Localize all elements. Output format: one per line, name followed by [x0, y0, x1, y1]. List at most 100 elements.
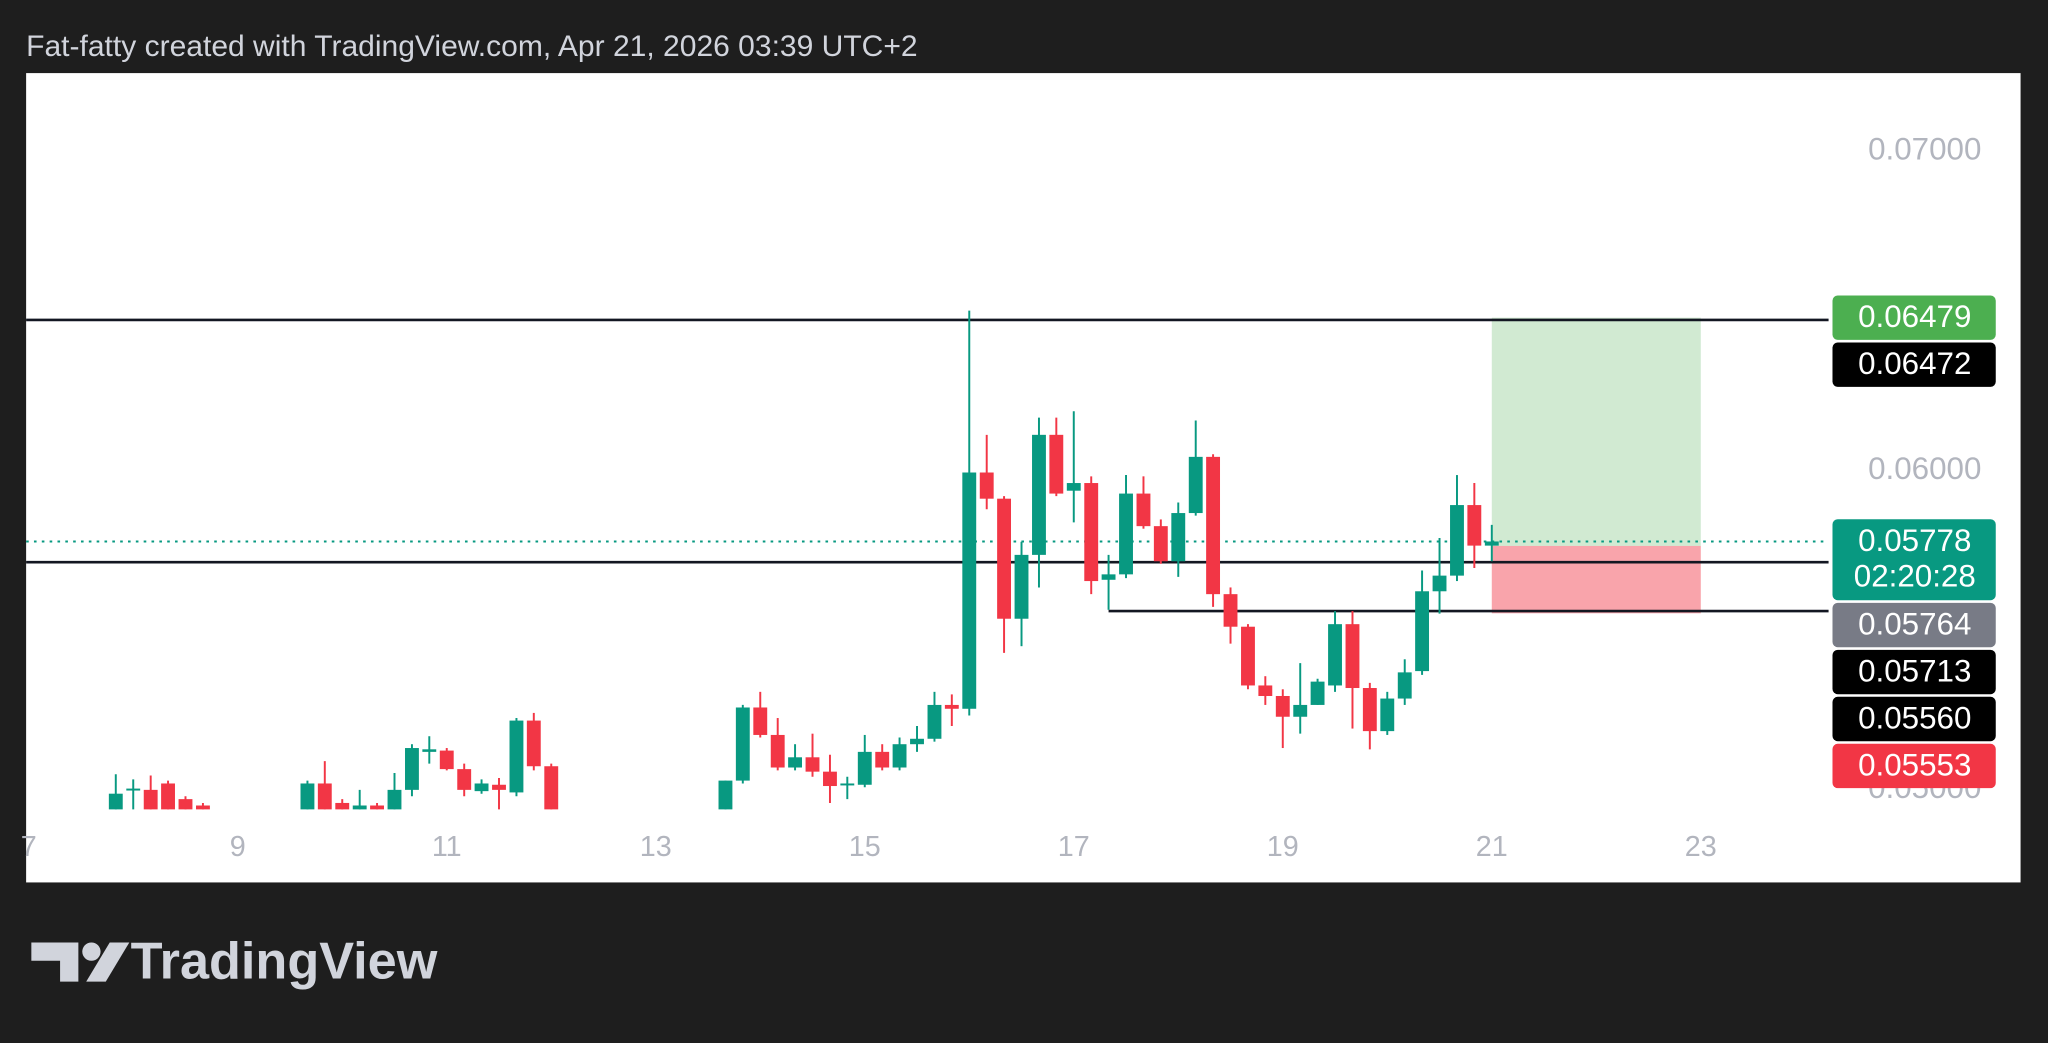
candle-body — [492, 784, 506, 790]
y-tick-label: 0.07000 — [1868, 132, 1981, 167]
candle-body — [1241, 626, 1255, 686]
candle-body — [439, 750, 454, 770]
candle-body — [474, 783, 489, 792]
price-label: 0.06472 — [1858, 346, 1971, 381]
candle-body — [840, 783, 855, 786]
candle-body — [718, 780, 733, 810]
candle-body — [770, 734, 785, 768]
candle-body — [161, 783, 175, 810]
countdown-label: 02:20:28 — [1854, 558, 1976, 593]
candle-body — [944, 704, 959, 709]
x-tick-label: 7 — [21, 831, 37, 863]
candle-body — [178, 799, 193, 810]
candle-body — [892, 744, 907, 768]
brand-logo: TradingView — [31, 932, 438, 990]
candle-body — [1380, 698, 1395, 732]
profit-zone — [1491, 317, 1701, 546]
candle-body — [526, 720, 541, 767]
candle-body — [422, 749, 437, 752]
candle-body — [1258, 685, 1273, 696]
candle-body — [1432, 575, 1447, 592]
candle-body — [823, 771, 837, 787]
price-label: 0.05560 — [1858, 701, 1971, 736]
candle-body — [927, 704, 942, 739]
price-label-box — [1832, 342, 1996, 387]
candle-body — [962, 472, 977, 709]
price-label: 0.05778 — [1858, 523, 1971, 558]
candle-body — [370, 805, 384, 810]
candle-body — [300, 783, 315, 810]
candle-body — [335, 802, 350, 810]
candle-body — [1223, 594, 1238, 627]
candle-body — [509, 720, 524, 793]
candle-body — [1362, 688, 1377, 732]
brand-name: TradingView — [131, 932, 438, 990]
candle-body — [805, 757, 820, 772]
y-tick-label: 0.06000 — [1868, 451, 1981, 486]
logo-dot — [82, 942, 101, 961]
price-label-box — [1832, 519, 1996, 601]
candle-body — [317, 783, 332, 810]
candle-body — [1032, 434, 1046, 555]
candle-body — [735, 707, 750, 781]
x-tick-label: 11 — [432, 831, 462, 863]
candle-body — [1066, 483, 1081, 491]
candle-body — [387, 789, 402, 810]
candle-body — [457, 769, 472, 790]
candle-body — [1206, 456, 1221, 595]
candle-body — [788, 757, 802, 768]
x-tick-label: 21 — [1476, 831, 1508, 863]
candle-body — [1275, 695, 1290, 717]
candle-body — [1293, 704, 1308, 717]
candle-body — [1328, 624, 1342, 686]
logo-mark — [31, 942, 79, 982]
candle-body — [1153, 526, 1168, 562]
candle-body — [1345, 624, 1360, 689]
candle-body — [1119, 493, 1133, 575]
candle-body — [1049, 434, 1064, 494]
x-tick-label: 23 — [1685, 831, 1717, 863]
candle-body — [875, 751, 890, 768]
candle-body — [1014, 554, 1029, 619]
candle-body — [753, 707, 768, 735]
x-tick-label: 15 — [849, 831, 881, 863]
candle-body — [1188, 456, 1203, 514]
candle-body — [1397, 672, 1412, 699]
price-label-box — [1832, 743, 1996, 789]
loss-zone — [1491, 545, 1701, 614]
price-label-box — [1832, 649, 1996, 695]
x-tick-label: 9 — [230, 831, 246, 863]
x-tick-label: 17 — [1058, 831, 1090, 863]
candle-body — [1136, 493, 1151, 527]
candle-body — [1450, 505, 1464, 576]
candle-body — [910, 738, 924, 745]
candle-body — [108, 793, 123, 810]
candle-body — [196, 805, 210, 810]
x-tick-label: 13 — [640, 831, 672, 863]
candle-body — [1467, 505, 1482, 546]
candle-body — [126, 788, 141, 791]
logo-slash — [86, 942, 130, 982]
x-tick-label: 19 — [1267, 831, 1299, 863]
price-label: 0.05713 — [1858, 654, 1971, 689]
candle-body — [544, 766, 559, 810]
price-label-box — [1832, 295, 1996, 340]
price-label-box — [1832, 696, 1996, 742]
candle-body — [979, 472, 994, 499]
price-label: 0.05764 — [1858, 607, 1971, 642]
plot-area — [26, 73, 2021, 883]
candle-body — [857, 751, 872, 785]
candle-body — [997, 498, 1012, 619]
position-layer — [1491, 317, 1701, 614]
candle-body — [405, 748, 419, 790]
price-label-box — [1832, 602, 1996, 648]
header: Fat-fatty created with TradingView.com, … — [26, 30, 917, 63]
candle-body — [1084, 483, 1099, 582]
candle-body — [352, 805, 367, 810]
candle-body — [1415, 591, 1430, 672]
price-label: 0.05553 — [1858, 748, 1971, 783]
candle-body — [1310, 681, 1325, 705]
candle-layer — [108, 310, 1499, 810]
